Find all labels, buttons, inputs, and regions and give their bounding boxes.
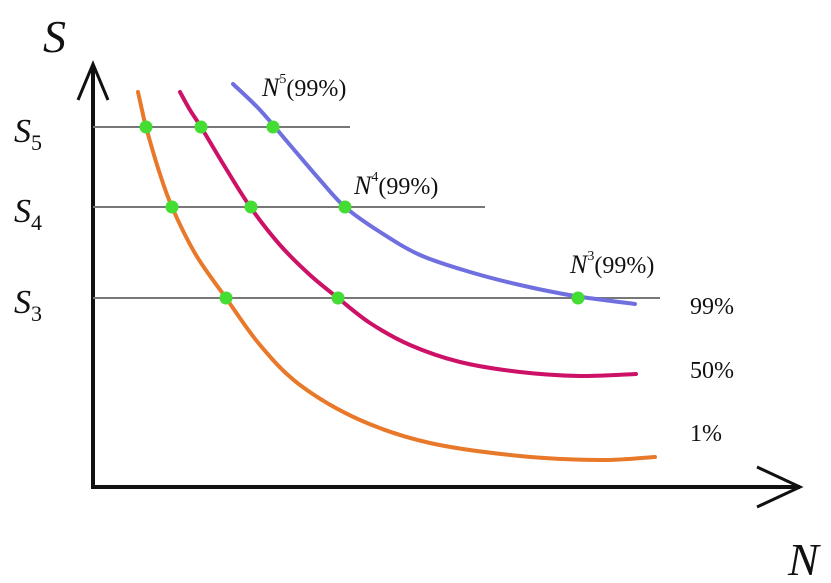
stress-levels: S5 S4 S3 xyxy=(14,113,660,326)
y-axis-title: S xyxy=(43,11,66,62)
level-label-s3: S3 xyxy=(14,284,42,326)
x-axis-arrow xyxy=(756,465,804,509)
curve-99pct xyxy=(231,82,637,306)
intersection-points xyxy=(139,120,585,305)
curve-label-99: 99% xyxy=(690,294,734,320)
intersection-point xyxy=(338,200,352,214)
annotation-n4: N4(99%) xyxy=(353,170,438,200)
svg-text:N4(99%): N4(99%) xyxy=(353,170,438,200)
level-label-s5: S5 xyxy=(14,113,42,155)
curve-label-50: 50% xyxy=(690,358,734,384)
intersection-point xyxy=(244,200,258,214)
annotation-n3: N3(99%) xyxy=(569,249,654,279)
svg-text:N5(99%): N5(99%) xyxy=(261,72,346,102)
svg-text:N3(99%): N3(99%) xyxy=(569,249,654,279)
intersection-point xyxy=(266,120,280,134)
curve-1pct xyxy=(136,90,657,463)
intersection-point xyxy=(331,291,345,305)
axes xyxy=(76,60,804,509)
curve-label-1: 1% xyxy=(690,421,722,447)
annotation-n5: N5(99%) xyxy=(261,72,346,102)
intersection-point xyxy=(571,291,585,305)
x-axis-title: N xyxy=(787,534,821,583)
level-label-s4: S4 xyxy=(14,193,42,235)
curve-50pct xyxy=(178,90,638,379)
intersection-point xyxy=(219,291,233,305)
intersection-point xyxy=(139,120,153,134)
y-axis-arrow xyxy=(76,60,110,101)
intersection-point xyxy=(165,200,179,214)
intersection-point xyxy=(194,120,208,134)
